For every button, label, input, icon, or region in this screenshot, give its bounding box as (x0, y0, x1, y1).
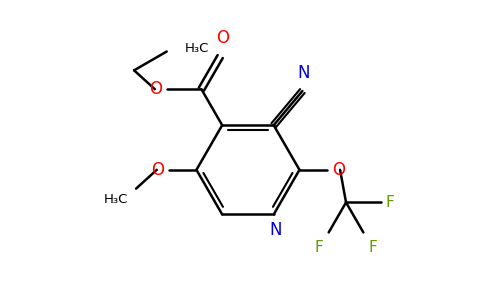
Text: N: N (270, 221, 282, 239)
Text: F: F (368, 240, 377, 255)
Text: O: O (149, 80, 162, 98)
Text: F: F (386, 195, 394, 210)
Text: N: N (297, 64, 310, 82)
Text: O: O (216, 29, 228, 47)
Text: O: O (332, 161, 345, 179)
Text: F: F (315, 240, 324, 255)
Text: H₃C: H₃C (104, 193, 128, 206)
Text: H₃C: H₃C (184, 42, 209, 55)
Text: O: O (151, 161, 164, 179)
